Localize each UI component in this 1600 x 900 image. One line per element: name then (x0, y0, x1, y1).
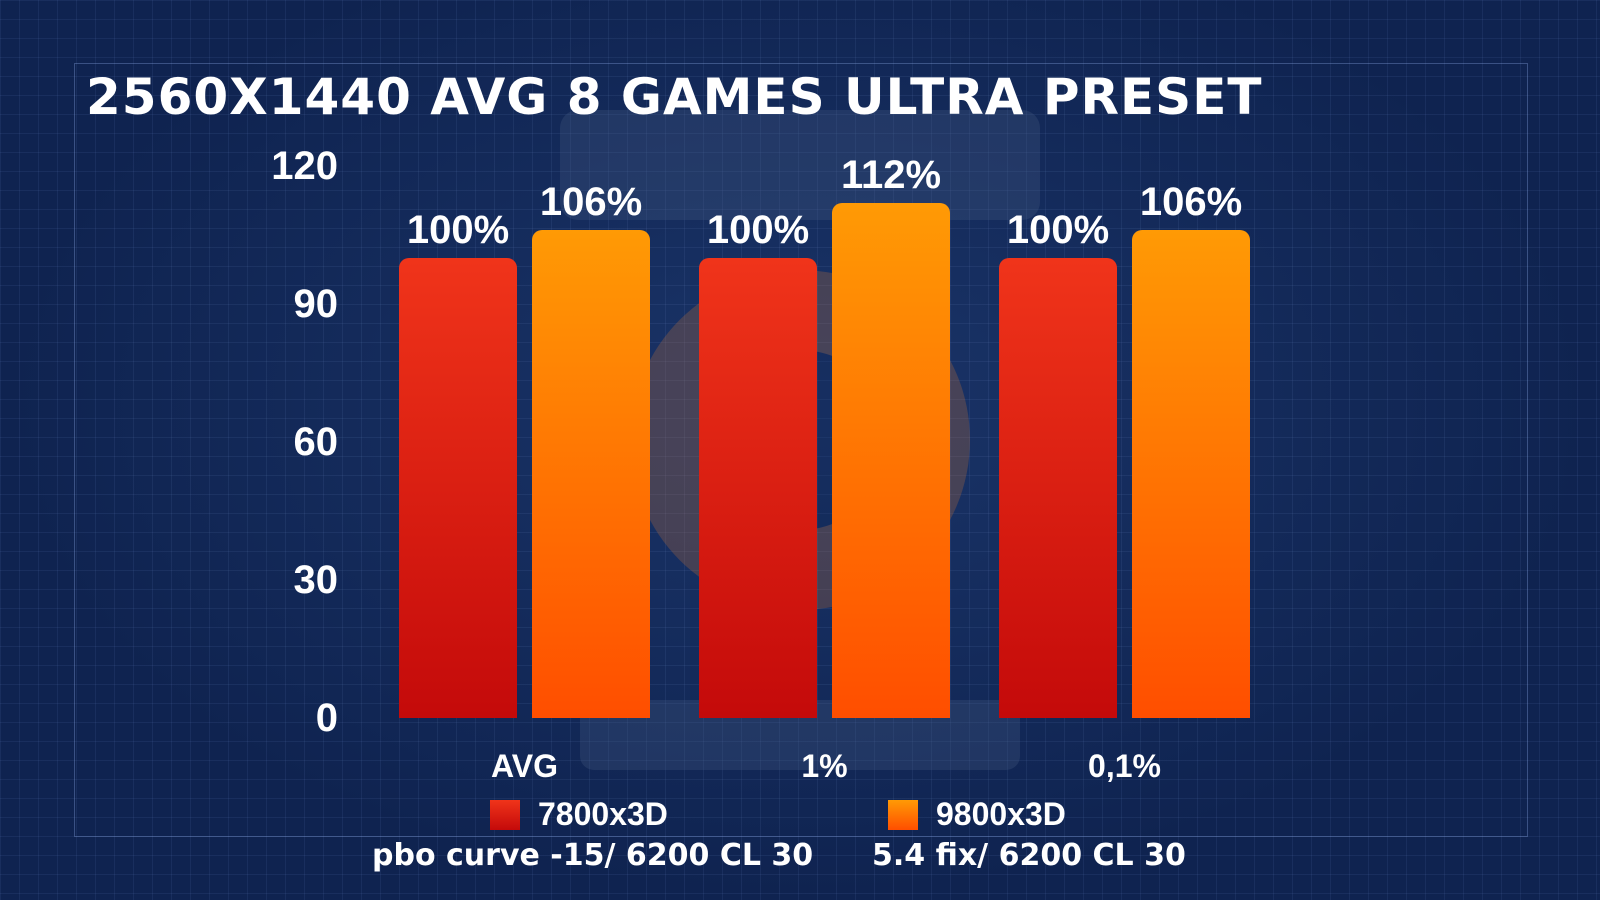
legend-item-7800x3d: 7800x3D (490, 796, 668, 833)
legend-swatch-7800x3d (490, 799, 520, 830)
y-tick-label: 90 (293, 282, 339, 326)
legend-swatch-9800x3d (888, 799, 918, 830)
bar-9800x3d-1 (532, 230, 650, 718)
x-category-label: 0,1% (1088, 748, 1161, 784)
y-tick-label: 30 (293, 558, 339, 602)
legend-label-7800x3d: 7800x3D (538, 796, 668, 832)
data-label: 100% (406, 208, 510, 252)
data-label: 100% (1006, 208, 1110, 252)
data-label: 100% (706, 208, 810, 252)
data-label: 112% (840, 152, 942, 197)
chart-title: 2560X1440 AVG 8 GAMES ULTRA PRESET (86, 68, 1263, 126)
legend-label-9800x3d: 9800x3D (936, 796, 1066, 832)
x-category-label: AVG (491, 748, 558, 784)
data-label: 106% (1139, 180, 1243, 225)
data-label: 106% (539, 180, 643, 225)
config-note-9800x3d: 5.4 fix/ 6200 CL 30 (872, 838, 1186, 873)
chart-frame (74, 63, 1528, 837)
y-tick-label: 60 (293, 420, 339, 464)
config-note-7800x3d: pbo curve -15/ 6200 CL 30 (372, 838, 814, 873)
legend-item-9800x3d: 9800x3D (888, 796, 1066, 833)
bar-9800x3d-3 (1132, 230, 1250, 718)
y-tick-label: 120 (271, 144, 338, 188)
bar-7800x3d-2 (699, 258, 817, 718)
bar-7800x3d-3 (999, 258, 1117, 718)
bar-7800x3d-1 (399, 258, 517, 718)
y-tick-label: 0 (315, 696, 338, 740)
bar-9800x3d-2 (832, 202, 950, 718)
x-category-label: 1% (801, 748, 848, 784)
